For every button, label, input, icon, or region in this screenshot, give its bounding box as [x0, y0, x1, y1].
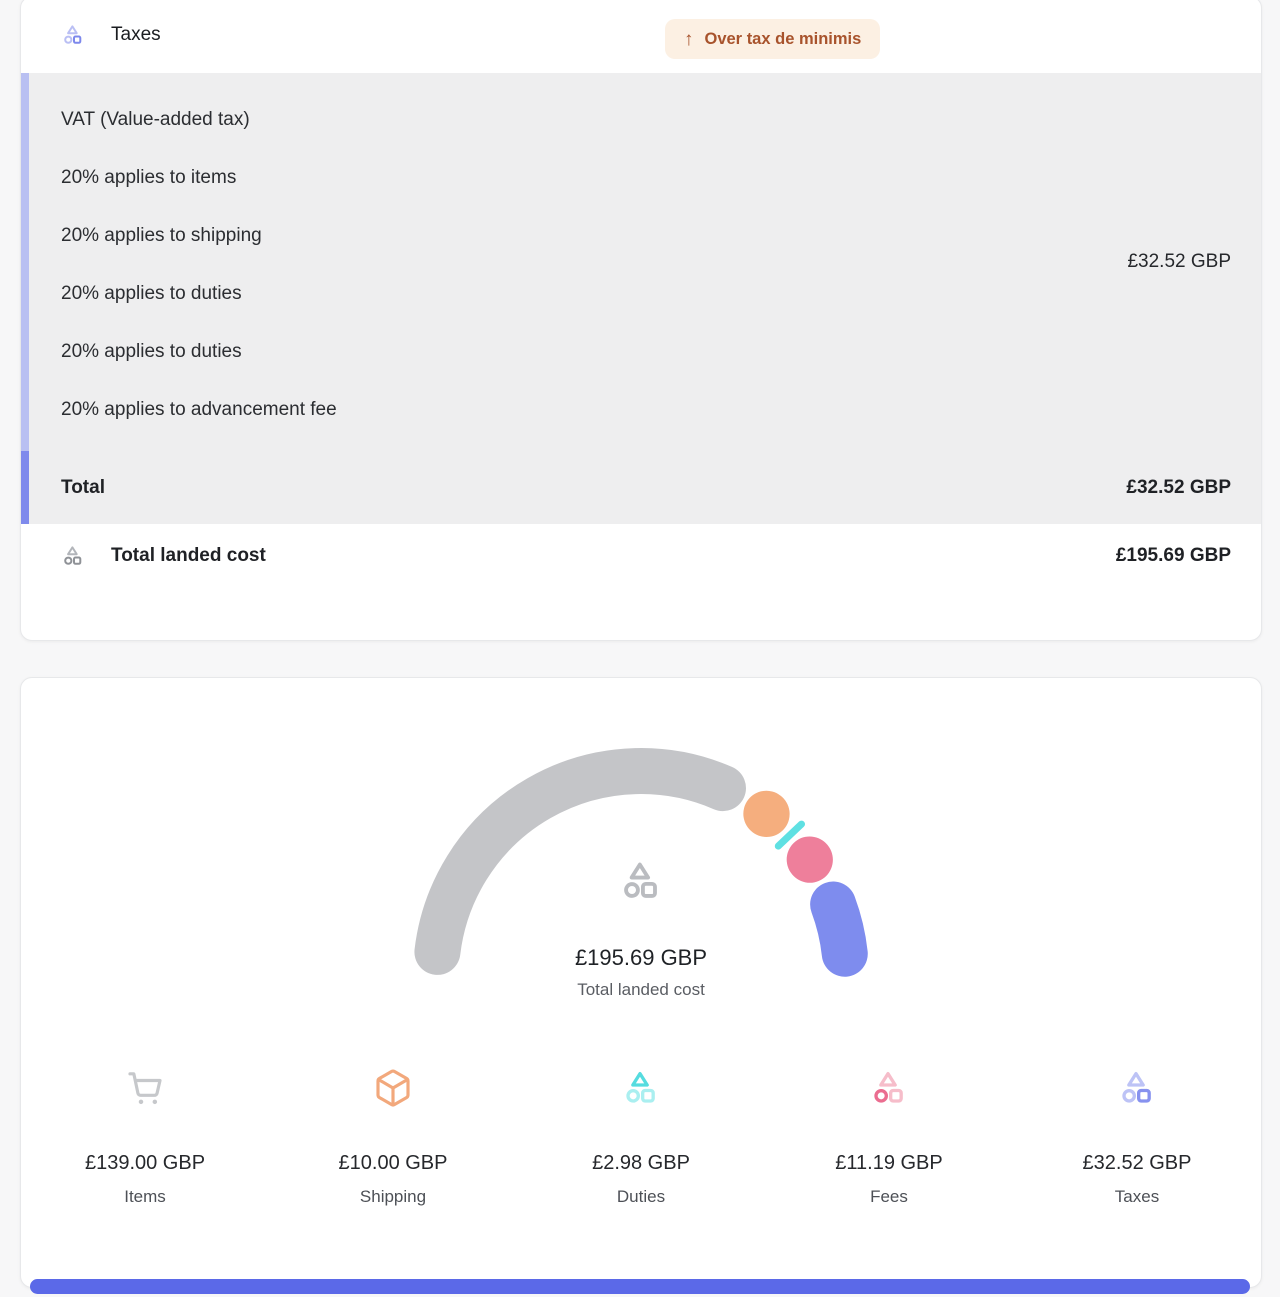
- tax-total-row: Total £32.52 GBP: [21, 451, 1261, 524]
- tax-line-item: 20% applies to duties: [61, 283, 242, 304]
- breakdown-label: Duties: [616, 1187, 666, 1206]
- total-landed-cost-row: Total landed cost £195.69 GBP: [21, 524, 1261, 568]
- shapes-icon: [618, 858, 664, 904]
- breakdown-item-fees: £11.19 GBP Fees: [765, 1068, 1013, 1207]
- total-label: Total: [61, 476, 105, 498]
- shapes-icon: [61, 23, 85, 47]
- tax-amount: £32.52 GBP: [1127, 251, 1231, 272]
- landed-cost-gauge-chart: [414, 748, 868, 977]
- tax-line-item: 20% applies to advancement fee: [61, 399, 337, 420]
- arrow-up-icon: ↑: [684, 28, 694, 50]
- gauge-total-amount: £195.69 GBP: [574, 945, 708, 970]
- breakdown-label: Shipping: [359, 1187, 427, 1206]
- shapes-icon: [1013, 1068, 1261, 1108]
- tax-line-item: 20% applies to duties: [61, 341, 242, 362]
- tax-lines-region: VAT (Value-added tax) 20% applies to item…: [21, 73, 1261, 451]
- gauge-wrap: £195.69 GBP Total landed cost: [381, 738, 901, 1028]
- breakdown-item-shipping: £10.00 GBP Shipping: [269, 1068, 517, 1207]
- breakdown-amount: £11.19 GBP: [835, 1152, 943, 1174]
- cart-icon: [21, 1068, 269, 1108]
- card-title: Taxes: [111, 24, 161, 45]
- badge-label: Over tax de minimis: [704, 29, 862, 48]
- shapes-icon: [61, 544, 85, 568]
- breakdown-amount: £32.52 GBP: [1082, 1152, 1192, 1174]
- breakdown-label: Taxes: [1114, 1187, 1160, 1206]
- package-icon: [269, 1068, 517, 1108]
- breakdown-label: Items: [124, 1187, 166, 1206]
- landed-cost-summary-card: £195.69 GBP Total landed cost £139.00 GB…: [20, 677, 1262, 1288]
- gauge-total-label: Total landed cost: [577, 980, 705, 999]
- bottom-partial-bar: [30, 1279, 1250, 1294]
- shapes-icon: [765, 1068, 1013, 1108]
- breakdown-label: Fees: [870, 1187, 908, 1206]
- breakdown-item-taxes: £32.52 GBP Taxes: [1013, 1068, 1261, 1207]
- breakdown-item-duties: £2.98 GBP Duties: [517, 1068, 765, 1207]
- gauge-center: £195.69 GBP Total landed cost: [381, 858, 901, 1000]
- tax-line-item: 20% applies to items: [61, 167, 237, 188]
- breakdown-amount: £139.00 GBP: [84, 1152, 206, 1174]
- taxes-card-header: Taxes ↑ Over tax de minimis: [21, 0, 1261, 73]
- tax-line-item: VAT (Value-added tax): [61, 109, 250, 130]
- landed-cost-label: Total landed cost: [111, 545, 266, 566]
- accent-bar-light: [21, 73, 29, 451]
- accent-bar-dark: [21, 451, 29, 524]
- cost-breakdown-row: £139.00 GBP Items £10.00 GBP Shipping £2.9…: [21, 1068, 1261, 1207]
- shapes-icon: [517, 1068, 765, 1108]
- tax-breakdown-panel: VAT (Value-added tax) 20% applies to item…: [21, 73, 1261, 524]
- landed-cost-amount: £195.69 GBP: [1115, 545, 1231, 566]
- breakdown-amount: £10.00 GBP: [338, 1152, 448, 1174]
- breakdown-amount: £2.98 GBP: [592, 1152, 690, 1174]
- over-de-minimis-badge[interactable]: ↑ Over tax de minimis: [665, 19, 881, 59]
- total-amount: £32.52 GBP: [1126, 476, 1231, 498]
- breakdown-item-items: £139.00 GBP Items: [21, 1068, 269, 1207]
- tax-line-item: 20% applies to shipping: [61, 225, 262, 246]
- taxes-card: Taxes ↑ Over tax de minimis VAT (Value-a…: [20, 0, 1262, 641]
- accent-bar: [21, 73, 29, 524]
